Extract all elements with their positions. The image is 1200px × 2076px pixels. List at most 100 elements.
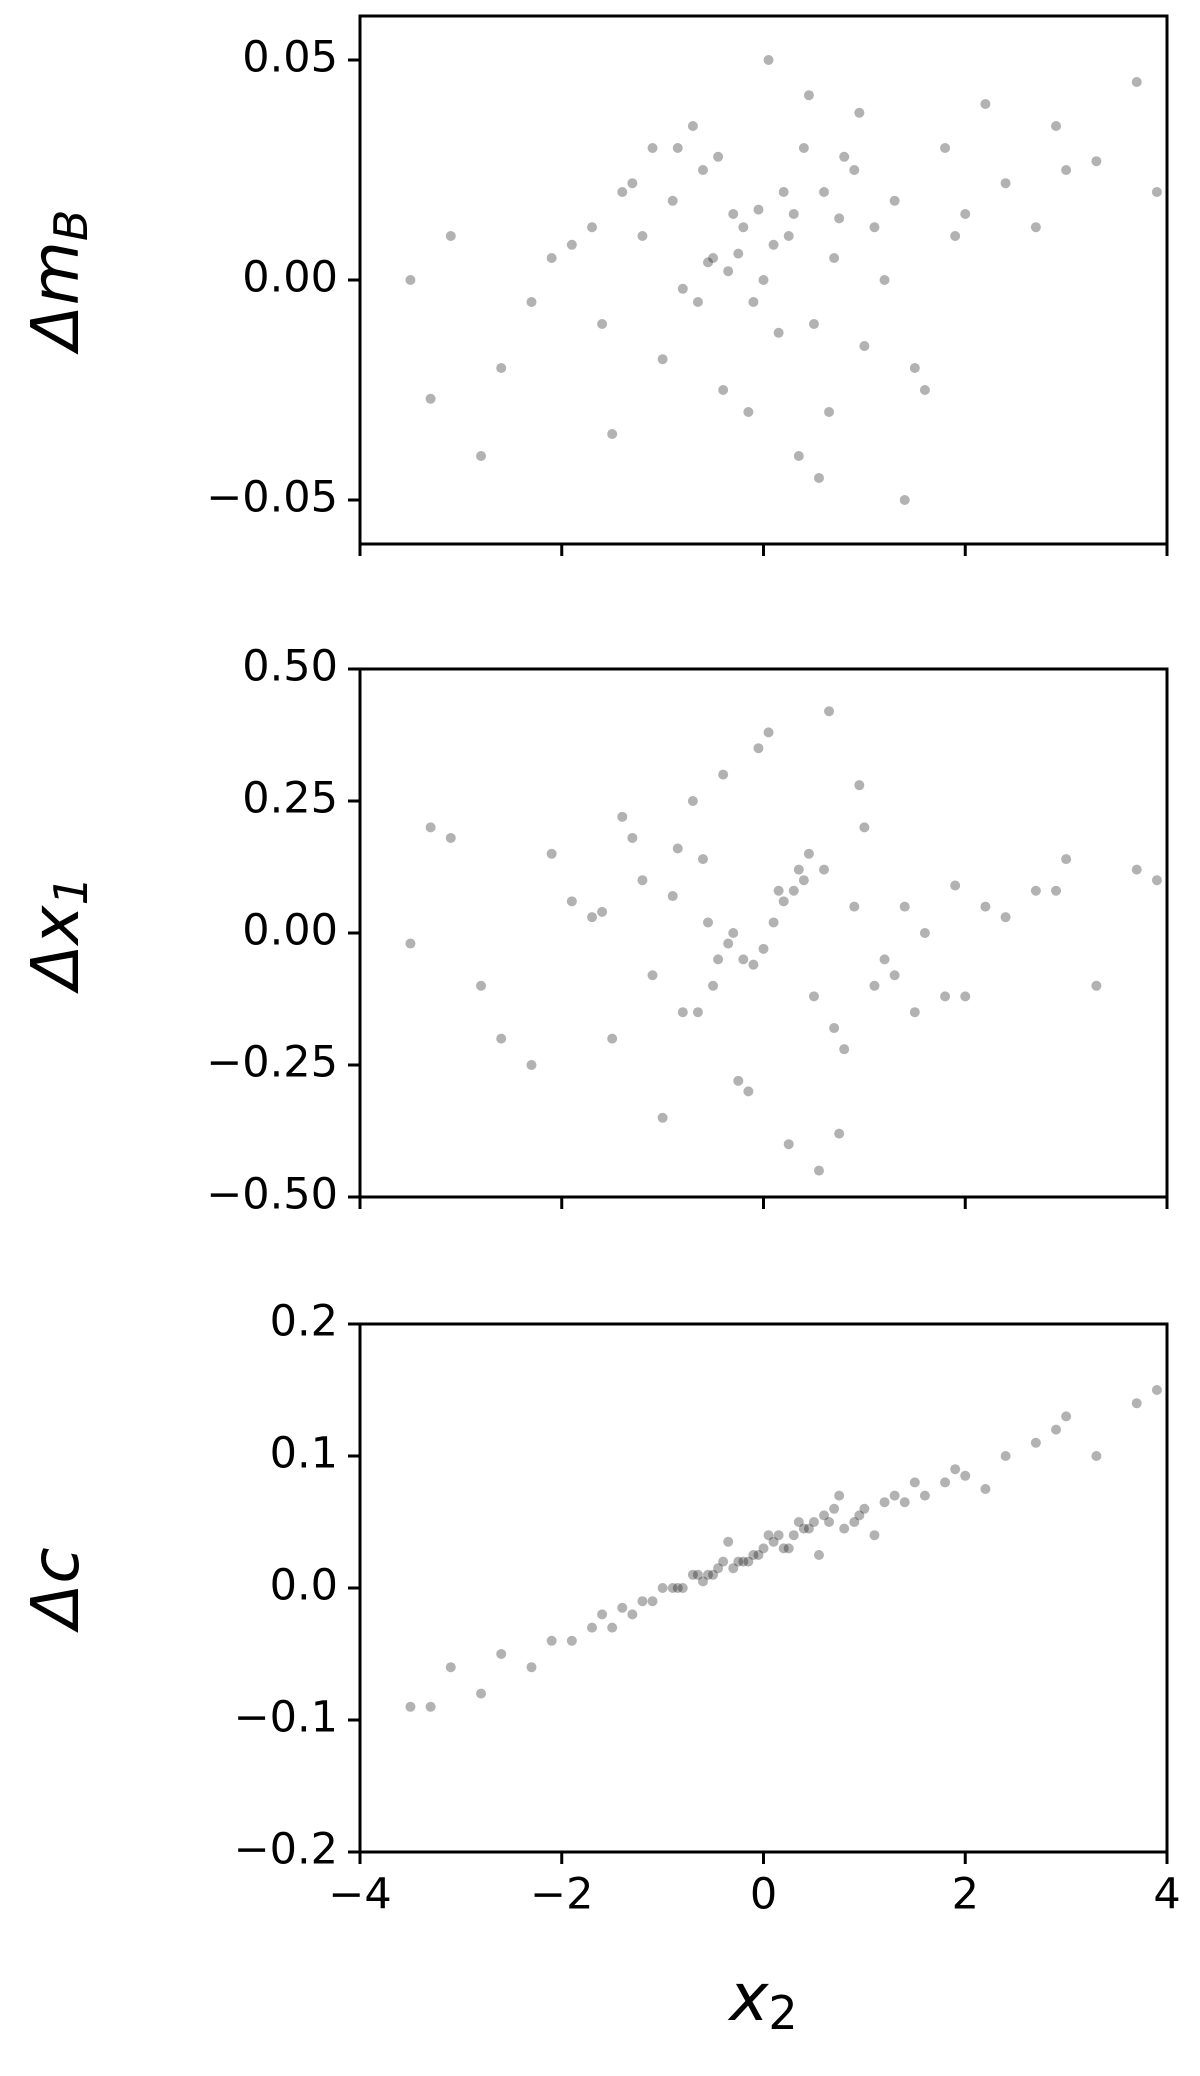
point <box>753 204 764 215</box>
point <box>768 239 779 250</box>
x-tick-label: 0 <box>750 1870 777 1920</box>
point <box>697 165 708 175</box>
point <box>950 1464 961 1475</box>
point <box>748 1550 759 1560</box>
point <box>854 107 865 118</box>
point <box>1091 1451 1102 1461</box>
point <box>566 896 577 907</box>
point <box>425 822 436 833</box>
axes-frame <box>358 667 1169 1199</box>
point <box>768 1536 779 1547</box>
point <box>718 769 729 780</box>
point <box>839 1044 850 1055</box>
point <box>859 1503 870 1514</box>
point <box>803 90 814 101</box>
point <box>496 1033 507 1044</box>
point <box>743 1086 754 1097</box>
point <box>748 297 759 307</box>
y-tick-label: −0.25 <box>206 1038 338 1088</box>
point <box>617 1602 628 1613</box>
point <box>546 848 557 859</box>
point <box>526 297 537 307</box>
point <box>697 854 708 865</box>
point <box>940 143 951 153</box>
point <box>788 209 799 219</box>
point <box>692 1569 703 1580</box>
y-tick-label: 0.00 <box>242 253 338 303</box>
point <box>824 1517 835 1527</box>
point <box>854 780 865 791</box>
point <box>783 231 794 241</box>
point <box>587 912 598 923</box>
point <box>476 451 487 461</box>
point <box>813 1550 824 1560</box>
point <box>808 1517 819 1527</box>
point <box>813 1165 824 1176</box>
point <box>1051 121 1062 131</box>
point <box>1091 980 1102 991</box>
point <box>708 980 719 991</box>
y-axis-label: Δx1 <box>17 876 97 995</box>
point <box>980 901 991 912</box>
point <box>425 1701 436 1712</box>
axes-frame <box>358 1322 1169 1854</box>
point <box>1131 77 1142 87</box>
point <box>667 1583 678 1593</box>
point <box>566 1635 577 1646</box>
point <box>763 55 774 65</box>
y-tick-label: −0.50 <box>206 1170 338 1220</box>
point <box>476 980 487 991</box>
point <box>708 253 719 263</box>
point <box>829 1503 840 1514</box>
point <box>647 1596 658 1607</box>
point <box>627 1609 638 1620</box>
y-axis-label-main: Δx <box>17 905 94 995</box>
point <box>824 706 835 717</box>
point <box>637 875 648 886</box>
point <box>834 1128 845 1139</box>
point <box>703 917 714 928</box>
point <box>597 319 608 329</box>
point <box>813 473 824 483</box>
point <box>839 1523 850 1534</box>
point <box>889 1490 900 1501</box>
point <box>980 99 991 109</box>
point <box>829 1023 840 1034</box>
point <box>909 363 920 373</box>
point <box>1131 864 1142 875</box>
point <box>778 1543 789 1554</box>
point <box>677 1583 688 1593</box>
point <box>854 1510 865 1521</box>
point <box>1091 156 1102 167</box>
point <box>743 407 754 417</box>
point <box>1051 1424 1062 1435</box>
y-tick-label: −0.05 <box>206 473 338 523</box>
point <box>733 248 744 259</box>
point <box>879 1497 890 1508</box>
point <box>733 1075 744 1086</box>
point <box>879 954 890 965</box>
point <box>445 231 456 241</box>
point <box>1000 178 1011 189</box>
point <box>728 209 739 219</box>
point <box>899 495 910 505</box>
point <box>1151 875 1162 886</box>
point <box>950 231 961 241</box>
point <box>758 943 769 954</box>
point <box>834 1490 845 1501</box>
y-tick-label: 0.05 <box>242 33 338 83</box>
point <box>733 1556 744 1567</box>
point <box>546 253 557 263</box>
point <box>839 151 850 162</box>
y-axis-label-sub: B <box>44 209 98 241</box>
point <box>692 297 703 307</box>
point <box>869 1530 880 1541</box>
point <box>859 822 870 833</box>
point <box>677 283 688 294</box>
point <box>909 1477 920 1488</box>
point <box>713 954 724 965</box>
point <box>692 1007 703 1018</box>
point <box>597 906 608 917</box>
point <box>778 896 789 907</box>
